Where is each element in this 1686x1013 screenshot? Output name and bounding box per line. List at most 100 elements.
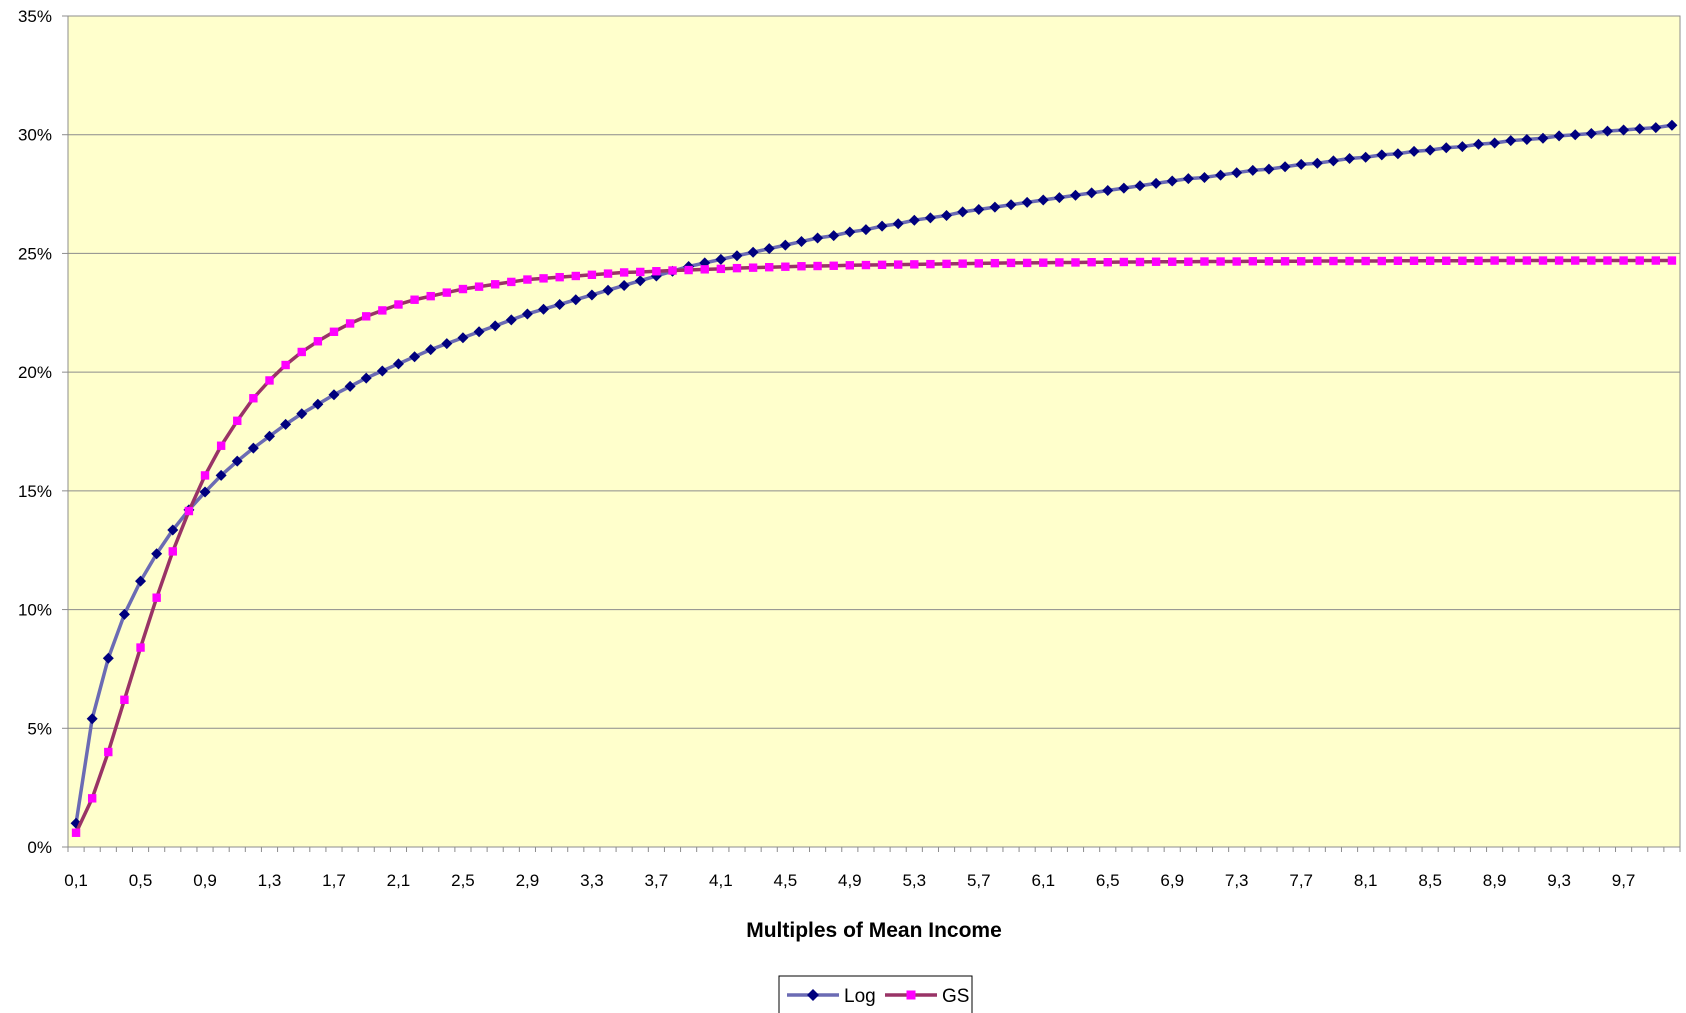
data-point-gs (474, 282, 484, 291)
data-point-log (1295, 158, 1307, 170)
x-tick-label: 8,5 (1418, 871, 1442, 890)
data-point-gs (168, 547, 177, 556)
data-point-log (892, 218, 904, 230)
data-point-log (1360, 151, 1372, 163)
data-point-gs (410, 295, 419, 304)
data-point-gs (974, 259, 983, 268)
data-point-gs (1619, 256, 1628, 265)
data-point-gs (345, 319, 355, 328)
data-point-gs (926, 259, 935, 269)
data-point-log (812, 232, 824, 244)
data-point-gs (748, 263, 758, 272)
data-point-gs (732, 263, 742, 273)
data-point-gs (442, 288, 452, 297)
y-axis-ticks: 0% 5% 10% 15% 20% 25% 30% 35% (18, 7, 68, 857)
data-point-gs (893, 260, 903, 269)
data-point-gs (845, 261, 855, 270)
data-point-gs (958, 259, 967, 268)
data-point-gs (1651, 256, 1661, 265)
data-point-log (441, 338, 453, 350)
x-tick-label: 9,7 (1612, 871, 1636, 890)
data-point-log (231, 455, 243, 467)
data-point-log (828, 230, 840, 242)
data-point-log (1166, 175, 1178, 187)
data-point-gs (829, 261, 838, 270)
data-point-gs (216, 441, 226, 450)
legend-item-gs: GS (885, 986, 969, 1007)
data-point-log (1618, 124, 1630, 136)
x-tick-label: 8,1 (1354, 871, 1378, 890)
data-point-gs (200, 471, 210, 480)
data-point-log (1311, 157, 1323, 169)
data-point-log (1150, 177, 1162, 189)
data-point-log (1279, 161, 1291, 173)
data-point-gs (603, 269, 613, 278)
data-point-gs (1022, 258, 1032, 268)
data-point-gs (265, 376, 274, 385)
data-point-gs (1184, 257, 1193, 266)
data-point-log (618, 279, 630, 291)
data-point-gs (587, 270, 597, 279)
data-point-gs (104, 747, 113, 757)
data-point-gs (652, 267, 661, 276)
plot-area (67, 15, 1681, 848)
data-point-log (876, 220, 888, 232)
data-point-log (1198, 171, 1210, 183)
data-point-gs (1506, 256, 1515, 265)
data-point-log (280, 418, 292, 430)
data-point-gs (619, 268, 629, 277)
data-point-log (763, 243, 775, 255)
data-point-log (199, 486, 211, 498)
x-tick-label: 2,9 (516, 871, 540, 890)
data-point-gs (152, 593, 161, 602)
data-point-gs (813, 261, 822, 271)
data-point-log (344, 380, 356, 392)
data-point-gs (184, 506, 194, 516)
data-point-gs (87, 794, 97, 803)
y-tick-label: 10% (18, 601, 52, 620)
data-point-log (1553, 130, 1565, 142)
data-point-gs (233, 416, 242, 426)
data-point-gs (281, 360, 290, 370)
data-point-log (1440, 142, 1452, 154)
data-point-gs (1474, 256, 1483, 265)
data-point-log (1376, 149, 1388, 161)
data-point-log (473, 326, 485, 338)
x-tick-label: 3,7 (645, 871, 669, 890)
x-tick-label: 4,9 (838, 871, 862, 890)
data-point-log (747, 246, 759, 258)
data-point-log (957, 206, 969, 218)
data-point-gs (394, 300, 403, 309)
data-point-gs (990, 258, 1000, 268)
data-point-gs (313, 337, 323, 346)
data-point-gs (1103, 258, 1112, 267)
data-point-gs (1039, 258, 1048, 267)
data-point-gs (1361, 256, 1370, 266)
data-point-gs (1329, 256, 1338, 266)
data-point-log (1489, 137, 1501, 149)
data-point-log (1327, 155, 1339, 167)
x-tick-label: 8,9 (1483, 871, 1507, 890)
data-point-gs (1006, 258, 1016, 268)
legend-marker (807, 989, 819, 1001)
data-point-gs (458, 284, 468, 294)
data-point-log (376, 365, 388, 377)
data-point-log (312, 398, 324, 410)
data-point-gs (507, 277, 516, 287)
y-tick-label: 20% (18, 363, 52, 382)
y-tick-label: 25% (18, 244, 52, 263)
data-point-log (1521, 133, 1533, 145)
data-point-gs (555, 272, 564, 282)
data-point-log (1537, 132, 1549, 144)
data-point-log (1408, 145, 1420, 157)
data-point-gs (797, 262, 806, 271)
data-point-log (1247, 164, 1259, 176)
data-point-gs (362, 312, 371, 321)
data-point-gs (1087, 258, 1096, 267)
data-point-gs (1200, 257, 1209, 266)
series-line-gs (74, 258, 1672, 834)
data-point-log (1424, 144, 1436, 156)
data-point-gs (1587, 256, 1596, 265)
series-line-log (74, 123, 1673, 824)
